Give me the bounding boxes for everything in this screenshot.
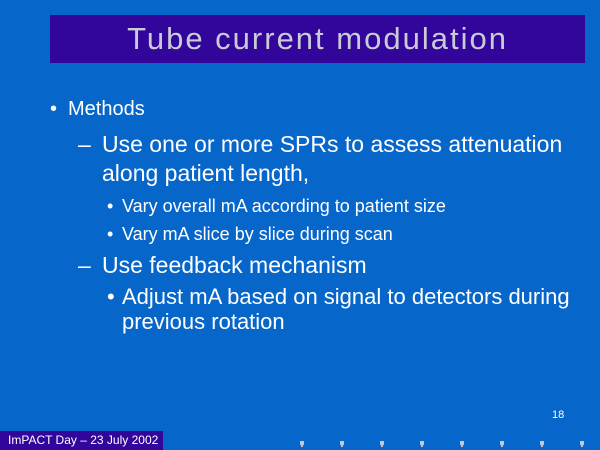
- footer-dot-icon: [460, 441, 464, 447]
- footer-dot-icon: [300, 441, 304, 447]
- slide-title: Tube current modulation: [127, 21, 508, 56]
- bullet-text: along patient length,: [102, 160, 310, 186]
- footer-dot-icon: [540, 441, 544, 447]
- footer-label: ImPACT Day – 23 July 2002: [8, 433, 159, 447]
- bullet-item-methods: • Methods: [50, 96, 145, 122]
- page-number: 18: [552, 409, 565, 421]
- bullet-marker-icon: •: [107, 284, 115, 309]
- footer-dot-icon: [500, 441, 504, 447]
- bullet-text: Vary mA slice by slice during scan: [122, 224, 393, 244]
- footer-dot-icon: [580, 441, 584, 447]
- bullet-marker-icon: •: [107, 224, 114, 244]
- dash-marker-icon: –: [78, 252, 91, 278]
- footer-dot-icon: [380, 441, 384, 447]
- bullet-item-adjust: • Adjust mA based on signal to detectors…: [107, 284, 570, 334]
- bullet-text: Adjust mA based on signal to detectors d…: [122, 284, 570, 309]
- bullet-marker-icon: •: [107, 196, 114, 216]
- bullet-item-vary-slice: • Vary mA slice by slice during scan: [107, 223, 393, 246]
- dash-marker-icon: –: [78, 131, 91, 157]
- footer-dot-icon: [340, 441, 344, 447]
- bullet-item-sprs: – Use one or more SPRs to assess attenua…: [78, 130, 562, 188]
- bullet-text: Vary overall mA according to patient siz…: [122, 196, 446, 216]
- bullet-text: Use one or more SPRs to assess attenuati…: [102, 131, 563, 157]
- bullet-text: Methods: [68, 98, 145, 120]
- bullet-item-feedback: – Use feedback mechanism: [78, 251, 367, 280]
- bullet-marker-icon: •: [50, 98, 58, 120]
- slide-title-banner: Tube current modulation: [50, 15, 585, 63]
- footer-banner: ImPACT Day – 23 July 2002: [0, 431, 163, 450]
- footer-dot-icon: [420, 441, 424, 447]
- bullet-text: Use feedback mechanism: [102, 252, 367, 278]
- bullet-item-vary-overall: • Vary overall mA according to patient s…: [107, 195, 446, 218]
- bullet-text: previous rotation: [122, 309, 285, 334]
